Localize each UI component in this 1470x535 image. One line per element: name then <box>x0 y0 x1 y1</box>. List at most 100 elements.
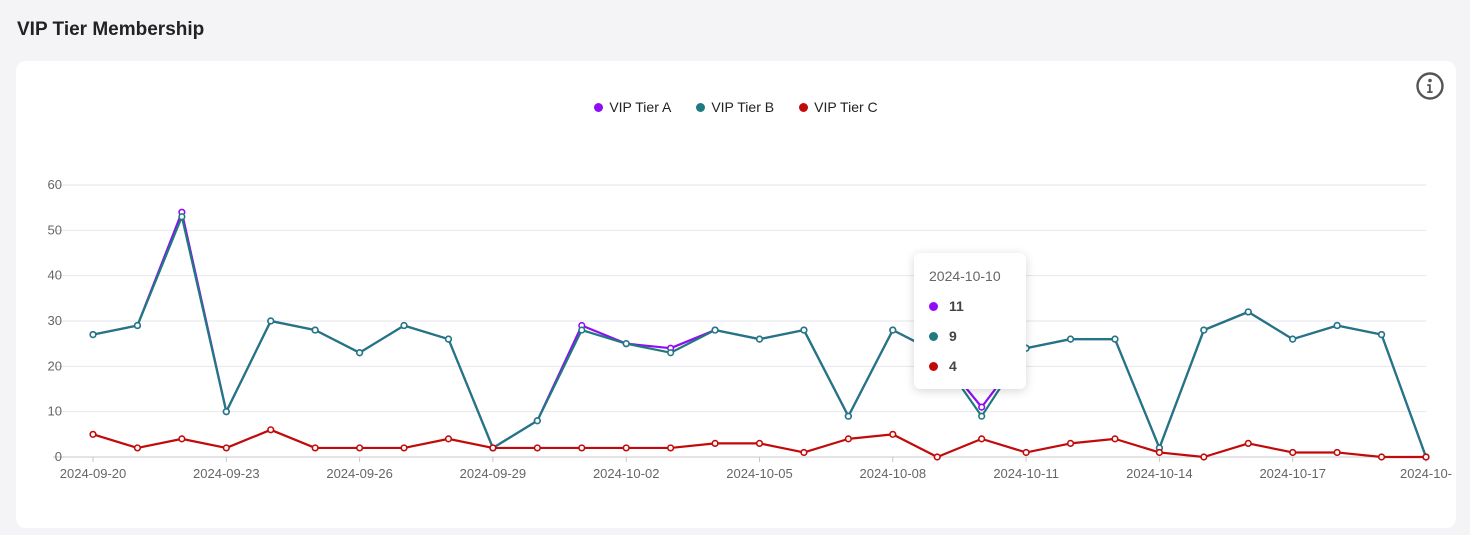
info-icon[interactable] <box>1415 71 1445 101</box>
data-point-vip-tier-b <box>800 326 808 334</box>
data-point-vip-tier-b <box>89 331 97 339</box>
x-tick-label: 2024-10-02 <box>593 466 660 481</box>
y-tick-label: 60 <box>48 177 62 192</box>
legend-dot-vip-tier-c <box>799 102 809 112</box>
data-point-vip-tier-b <box>533 417 541 425</box>
legend-item-vip-tier-a[interactable]: VIP Tier A <box>594 99 671 115</box>
data-point-vip-tier-c <box>1200 453 1208 461</box>
data-point-vip-tier-c <box>978 435 986 443</box>
data-point-vip-tier-b <box>755 335 764 343</box>
data-point-vip-tier-c <box>1244 439 1252 448</box>
data-point-vip-tier-c <box>89 430 97 438</box>
tooltip-dot-tier-c <box>929 361 938 371</box>
data-point-vip-tier-c <box>533 444 541 452</box>
data-point-vip-tier-c <box>1066 439 1075 448</box>
data-point-vip-tier-c <box>1333 448 1341 457</box>
x-tick-label: 2024-10-14 <box>1126 466 1193 481</box>
data-point-vip-tier-b <box>400 321 408 330</box>
data-point-vip-tier-c <box>444 435 453 443</box>
data-point-vip-tier-c <box>267 426 275 434</box>
x-tick-label: 2024-10-08 <box>860 466 927 481</box>
data-point-vip-tier-c <box>800 448 808 457</box>
legend-dot-vip-tier-b <box>696 102 706 112</box>
y-tick-label: 30 <box>48 313 62 328</box>
y-tick-label: 20 <box>48 358 62 373</box>
data-point-vip-tier-b <box>178 213 186 221</box>
chart-tooltip: 2024-10-10 11 9 4 <box>914 253 1026 389</box>
legend-dot-vip-tier-a <box>594 102 604 112</box>
page-title: VIP Tier Membership <box>17 19 205 40</box>
data-point-vip-tier-c <box>356 444 364 452</box>
tooltip-row-tier-b: 9 <box>929 328 957 344</box>
data-point-vip-tier-b <box>133 321 142 330</box>
data-point-vip-tier-c <box>755 439 764 448</box>
legend-label-vip-tier-a: VIP Tier A <box>609 99 672 115</box>
y-tick-label: 0 <box>55 449 62 464</box>
data-point-vip-tier-b <box>978 412 986 420</box>
y-tick-label: 50 <box>48 222 62 237</box>
x-tick-label: 2024-09-29 <box>460 466 527 481</box>
data-point-vip-tier-c <box>1155 448 1163 457</box>
data-point-vip-tier-c <box>933 453 941 461</box>
data-point-vip-tier-c <box>178 435 186 443</box>
data-point-vip-tier-c <box>1111 435 1119 443</box>
x-tick-label: 2024-09-20 <box>60 466 127 481</box>
data-point-vip-tier-c <box>1022 448 1030 457</box>
x-tick-label: 2024-10- <box>1400 466 1452 481</box>
data-point-vip-tier-b <box>311 326 319 334</box>
tooltip-value-tier-c: 4 <box>949 358 957 374</box>
data-point-vip-tier-b <box>1111 335 1119 343</box>
data-point-vip-tier-c <box>889 430 897 438</box>
line-chart[interactable]: 0 10 20 30 40 50 60 2024-09-20 2024-09-23 2024-09… <box>16 61 1456 528</box>
data-point-vip-tier-c <box>133 444 142 452</box>
tooltip-value-tier-a: 11 <box>949 298 964 314</box>
data-point-vip-tier-b <box>267 317 275 325</box>
data-point-vip-tier-c <box>1422 453 1430 461</box>
x-tick-label: 2024-10-11 <box>993 466 1059 481</box>
data-point-vip-tier-b <box>1333 321 1341 330</box>
series-line-vip-tier-a <box>92 211 1428 458</box>
data-point-vip-tier-c <box>1289 448 1297 457</box>
data-point-vip-tier-b <box>889 326 897 334</box>
x-tick-label: 2024-09-26 <box>326 466 393 481</box>
data-point-vip-tier-b <box>1289 335 1297 343</box>
legend-item-vip-tier-c[interactable]: VIP Tier C <box>799 99 878 115</box>
data-point-vip-tier-c <box>489 444 497 452</box>
legend-item-vip-tier-b[interactable]: VIP Tier B <box>696 99 774 115</box>
tooltip-value-tier-b: 9 <box>949 328 957 344</box>
y-tick-label: 40 <box>48 268 62 283</box>
data-point-vip-tier-b <box>444 335 453 343</box>
data-point-vip-tier-b <box>711 326 719 334</box>
tooltip-row-tier-a: 11 <box>929 298 964 314</box>
data-point-vip-tier-b <box>844 412 852 420</box>
x-tick-label: 2024-09-23 <box>193 466 260 481</box>
data-point-vip-tier-b <box>1066 335 1075 343</box>
chart-legend: VIP Tier A VIP Tier B VIP Tier C <box>16 99 1456 115</box>
data-point-vip-tier-a <box>978 403 986 411</box>
data-point-vip-tier-c <box>711 439 719 448</box>
data-point-vip-tier-b <box>1200 326 1208 334</box>
data-point-vip-tier-c <box>622 444 630 452</box>
tooltip-date: 2024-10-10 <box>929 268 1001 284</box>
data-point-vip-tier-c <box>1377 453 1386 461</box>
data-point-vip-tier-b <box>356 349 364 357</box>
data-point-vip-tier-b <box>578 326 586 334</box>
tooltip-dot-tier-a <box>929 301 938 311</box>
tooltip-dot-tier-b <box>929 331 938 341</box>
x-tick-label: 2024-10-17 <box>1259 466 1326 481</box>
data-point-vip-tier-b <box>1244 308 1252 316</box>
legend-label-vip-tier-c: VIP Tier C <box>814 99 878 115</box>
data-point-vip-tier-c <box>400 444 408 452</box>
data-point-vip-tier-b <box>1377 331 1386 339</box>
data-point-vip-tier-c <box>222 444 230 452</box>
data-point-vip-tier-c <box>844 435 852 443</box>
data-point-vip-tier-c <box>311 444 319 452</box>
data-point-vip-tier-b <box>667 349 675 357</box>
tooltip-row-tier-c: 4 <box>929 358 957 374</box>
y-tick-label: 10 <box>48 404 62 419</box>
data-point-vip-tier-c <box>667 444 675 452</box>
chart-card: 0 10 20 30 40 50 60 2024-09-20 2024-09-23 2024-09… <box>16 61 1456 528</box>
x-tick-label: 2024-10-05 <box>726 466 793 481</box>
legend-label-vip-tier-b: VIP Tier B <box>711 99 775 115</box>
data-point-vip-tier-c <box>578 444 586 452</box>
